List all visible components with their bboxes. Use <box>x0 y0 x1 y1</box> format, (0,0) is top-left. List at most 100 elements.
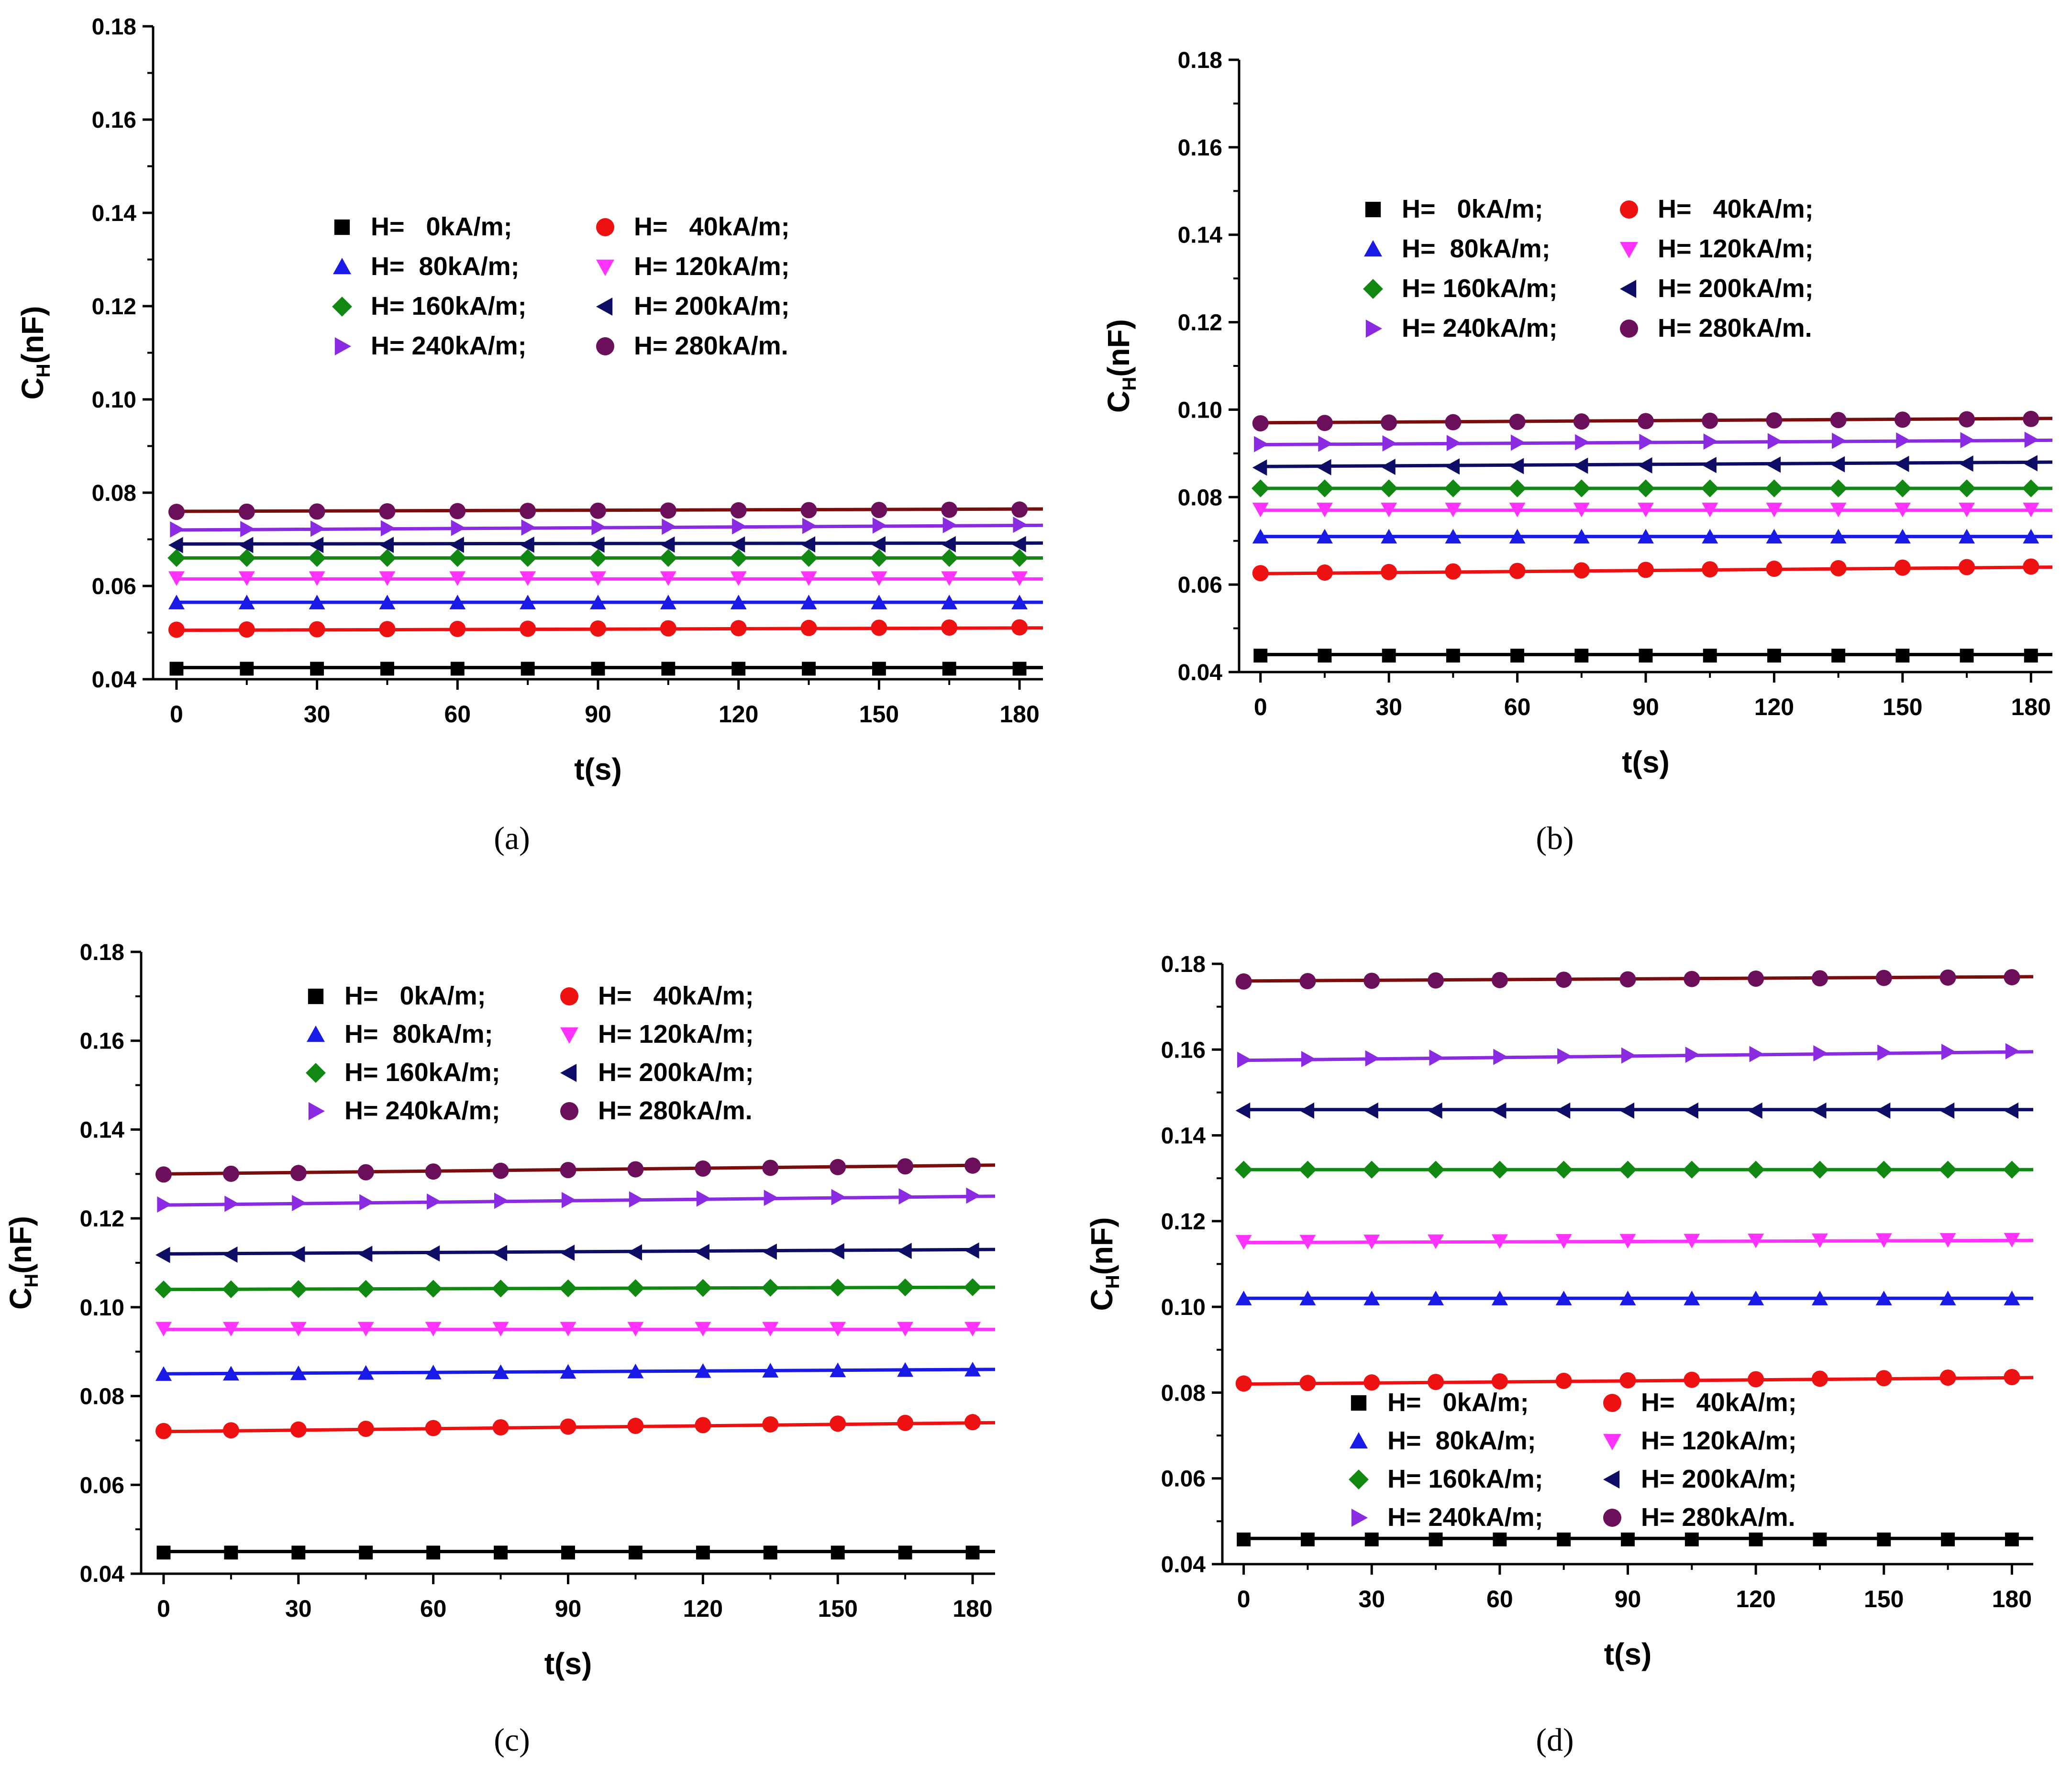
data-point <box>1639 433 1654 450</box>
panel-caption: (c) <box>494 1722 530 1758</box>
data-point <box>1318 649 1332 663</box>
series-2 <box>155 1414 996 1439</box>
data-point <box>1748 970 1764 987</box>
data-point <box>1619 1234 1636 1249</box>
data-point <box>1813 1045 1828 1062</box>
data-point <box>1702 457 1717 474</box>
data-point <box>1299 1375 1316 1391</box>
legend-item: H= 280kA/m. <box>1603 1503 1795 1532</box>
legend-item: H= 0kA/m; <box>1351 1388 1529 1417</box>
legend-label: H= 40kA/m; <box>634 212 790 241</box>
data-point <box>627 1161 644 1178</box>
data-point <box>1428 1291 1444 1305</box>
data-point <box>898 1188 914 1205</box>
data-point <box>800 595 817 609</box>
y-tick-label: 0.12 <box>80 1206 124 1232</box>
data-point <box>662 519 676 535</box>
data-point <box>1555 971 1572 988</box>
chart-panel-d: 0 30 60 90 120 150 180 0.04 0.06 0.08 0.10 0.12 0.14… <box>1085 952 2034 1758</box>
data-point <box>590 620 606 637</box>
data-point <box>224 1195 239 1212</box>
data-point <box>1939 1369 1956 1386</box>
series-6 <box>1235 1102 2033 1119</box>
data-point <box>290 1365 307 1380</box>
legend-marker <box>560 1102 578 1120</box>
data-point <box>1960 432 1975 449</box>
chart-panel-a: 0 30 60 90 120 150 180 0.04 0.06 0.08 0.10 0.12 0.14… <box>15 14 1043 856</box>
data-point <box>627 1322 644 1337</box>
legend-label: H= 240kA/m; <box>1402 314 1558 342</box>
legend-label: H= 200kA/m; <box>634 292 790 320</box>
data-point <box>589 549 607 567</box>
data-point <box>1316 479 1334 497</box>
data-point <box>449 595 466 609</box>
data-point <box>1011 571 1028 586</box>
data-point <box>800 536 816 553</box>
data-point <box>1316 459 1331 475</box>
legend-item: H= 80kA/m; <box>307 1020 493 1049</box>
data-point <box>1894 502 1911 518</box>
series-4 <box>1252 502 2052 518</box>
data-point <box>520 503 536 519</box>
legend-label: H= 160kA/m; <box>1387 1465 1543 1493</box>
data-point <box>1381 563 1397 580</box>
y-tick-label: 0.18 <box>80 940 124 965</box>
data-point <box>1748 1291 1764 1305</box>
data-point <box>561 1545 575 1560</box>
legend-item: H= 120kA/m; <box>596 252 790 281</box>
data-point <box>1316 415 1333 431</box>
legend-label: H= 80kA/m; <box>1402 234 1551 263</box>
data-point <box>1875 1233 1892 1248</box>
series-3 <box>155 1361 996 1381</box>
data-point <box>964 1157 981 1174</box>
legend-marker <box>596 298 613 316</box>
data-point <box>2024 431 2039 448</box>
data-point <box>238 621 255 638</box>
legend-marker <box>1351 1395 1367 1411</box>
x-tick-label: 120 <box>719 701 758 728</box>
data-point <box>155 1280 173 1299</box>
data-point <box>831 1189 846 1205</box>
data-point <box>762 1322 779 1337</box>
data-point <box>1363 1374 1380 1391</box>
data-point <box>1813 1532 1827 1546</box>
legend-marker <box>596 337 614 355</box>
data-point <box>1509 529 1526 544</box>
data-point <box>494 1545 508 1560</box>
data-point <box>941 619 958 636</box>
legend-marker <box>1350 1432 1368 1449</box>
data-point <box>425 1322 442 1337</box>
data-point <box>1491 1291 1508 1305</box>
data-point <box>696 1545 710 1560</box>
data-point <box>290 1165 307 1181</box>
data-point <box>1299 1102 1315 1119</box>
data-point <box>1491 1160 1509 1179</box>
data-point <box>762 1243 777 1260</box>
data-point <box>560 1322 576 1337</box>
data-point <box>941 571 958 586</box>
data-point <box>802 518 817 534</box>
data-point <box>1509 563 1526 579</box>
data-point <box>1510 649 1525 663</box>
data-point <box>425 1365 442 1380</box>
data-point <box>1939 1102 1955 1119</box>
data-point <box>1766 502 1783 518</box>
data-point <box>357 1421 374 1437</box>
data-point <box>451 519 466 536</box>
data-point <box>1554 1160 1573 1179</box>
data-point <box>966 1187 981 1204</box>
legend-label: H= 80kA/m; <box>1387 1426 1536 1455</box>
x-tick-label: 120 <box>1736 1586 1775 1612</box>
legend-marker <box>1603 1394 1621 1412</box>
data-point <box>2022 479 2040 497</box>
data-point <box>1877 1532 1891 1546</box>
y-tick-label: 0.14 <box>1178 223 1223 248</box>
series-7 <box>157 1187 996 1213</box>
legend-marker <box>1365 320 1382 338</box>
legend-item: H= 240kA/m; <box>1365 314 1558 342</box>
data-point <box>762 1159 779 1176</box>
data-point <box>238 571 255 586</box>
data-point <box>2023 455 2038 472</box>
data-point <box>870 549 888 567</box>
legend: H= 0kA/m; H= 40kA/m; H= 80kA/m; H= 120kA/m;… <box>1349 1388 1797 1532</box>
